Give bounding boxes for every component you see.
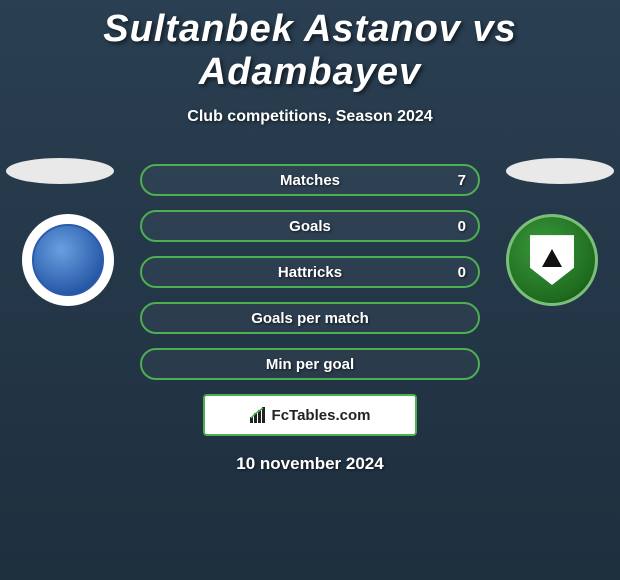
stat-value-right: 7 <box>458 172 466 189</box>
player-left-oval <box>6 158 114 184</box>
site-logo: FcTables.com <box>203 394 417 436</box>
date-text: 10 november 2024 <box>0 454 620 474</box>
stat-value-right: 0 <box>458 218 466 235</box>
club-crest-right <box>506 214 598 306</box>
stat-label: Goals <box>289 218 331 235</box>
stat-row-goals: Goals 0 <box>140 210 480 242</box>
site-logo-text: FcTables.com <box>272 407 371 424</box>
comparison-area: Matches 7 Goals 0 Hattricks 0 Goals per … <box>0 164 620 474</box>
stat-value-right: 0 <box>458 264 466 281</box>
player-right-oval <box>506 158 614 184</box>
subtitle: Club competitions, Season 2024 <box>0 108 620 126</box>
stat-label: Matches <box>280 172 340 189</box>
stat-row-matches: Matches 7 <box>140 164 480 196</box>
bar-chart-icon <box>250 407 268 423</box>
stats-list: Matches 7 Goals 0 Hattricks 0 Goals per … <box>140 164 480 380</box>
club-crest-left <box>22 214 114 306</box>
stat-label: Hattricks <box>278 264 342 281</box>
stat-row-min-per-goal: Min per goal <box>140 348 480 380</box>
stat-row-goals-per-match: Goals per match <box>140 302 480 334</box>
page-title: Sultanbek Astanov vs Adambayev <box>0 0 620 94</box>
stat-label: Goals per match <box>251 310 369 327</box>
stat-label: Min per goal <box>266 356 354 373</box>
stat-row-hattricks: Hattricks 0 <box>140 256 480 288</box>
